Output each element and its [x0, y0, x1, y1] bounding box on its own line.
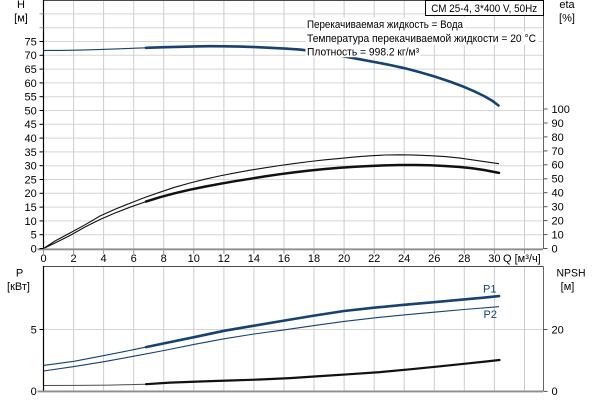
svg-text:60: 60: [552, 160, 564, 172]
svg-text:24: 24: [398, 253, 410, 265]
svg-text:2: 2: [71, 253, 77, 265]
svg-text:80: 80: [552, 132, 564, 144]
svg-text:[%]: [%]: [559, 13, 575, 25]
svg-text:P2: P2: [484, 309, 497, 321]
svg-text:0: 0: [40, 253, 46, 265]
svg-text:45: 45: [25, 119, 37, 131]
svg-text:5: 5: [31, 230, 37, 242]
svg-text:eta: eta: [559, 0, 575, 11]
svg-text:22: 22: [368, 253, 380, 265]
svg-text:[кВт]: [кВт]: [7, 281, 30, 293]
svg-text:90: 90: [552, 118, 564, 130]
svg-text:Перекачиваемая жидкость = Вода: Перекачиваемая жидкость = Вода: [307, 19, 464, 31]
svg-text:10: 10: [25, 216, 37, 228]
svg-text:Q [м³/ч]: Q [м³/ч]: [503, 253, 541, 265]
svg-text:20: 20: [552, 324, 564, 336]
svg-text:P1: P1: [483, 284, 496, 296]
svg-text:70: 70: [552, 146, 564, 158]
svg-text:0: 0: [31, 386, 37, 398]
svg-text:20: 20: [552, 216, 564, 228]
svg-text:50: 50: [25, 105, 37, 117]
svg-text:30: 30: [488, 253, 500, 265]
svg-text:H: H: [17, 0, 25, 11]
svg-text:60: 60: [25, 78, 37, 90]
svg-text:40: 40: [552, 188, 564, 200]
svg-text:Плотность = 998.2 кг/м³: Плотность = 998.2 кг/м³: [307, 46, 419, 58]
svg-text:30: 30: [552, 202, 564, 214]
svg-text:5: 5: [31, 324, 37, 336]
svg-text:26: 26: [428, 253, 440, 265]
svg-text:40: 40: [25, 133, 37, 145]
svg-text:75: 75: [25, 36, 37, 48]
svg-text:10: 10: [188, 253, 200, 265]
svg-text:15: 15: [25, 202, 37, 214]
svg-text:Температура перекачиваемой жид: Температура перекачиваемой жидкости = 20…: [307, 33, 536, 45]
svg-text:P: P: [16, 268, 23, 280]
svg-text:12: 12: [218, 253, 230, 265]
svg-text:70: 70: [25, 50, 37, 62]
svg-text:0: 0: [552, 243, 558, 255]
svg-text:18: 18: [308, 253, 320, 265]
svg-text:35: 35: [25, 147, 37, 159]
svg-text:[м]: [м]: [14, 13, 28, 25]
svg-text:[м]: [м]: [561, 281, 575, 293]
svg-text:30: 30: [25, 161, 37, 173]
svg-text:14: 14: [248, 253, 260, 265]
svg-text:65: 65: [25, 64, 37, 76]
svg-text:NPSH: NPSH: [557, 268, 586, 280]
svg-text:0: 0: [552, 386, 558, 398]
svg-text:55: 55: [25, 92, 37, 104]
svg-text:6: 6: [131, 253, 137, 265]
svg-text:28: 28: [458, 253, 470, 265]
svg-text:25: 25: [25, 174, 37, 186]
svg-text:10: 10: [552, 230, 564, 242]
svg-text:0: 0: [31, 243, 37, 255]
svg-text:20: 20: [25, 188, 37, 200]
svg-text:16: 16: [278, 253, 290, 265]
svg-text:CM 25-4, 3*400 V, 50Hz: CM 25-4, 3*400 V, 50Hz: [431, 3, 537, 15]
svg-text:20: 20: [338, 253, 350, 265]
svg-text:50: 50: [552, 174, 564, 186]
svg-text:4: 4: [101, 253, 107, 265]
svg-text:100: 100: [552, 104, 570, 116]
svg-text:8: 8: [161, 253, 167, 265]
